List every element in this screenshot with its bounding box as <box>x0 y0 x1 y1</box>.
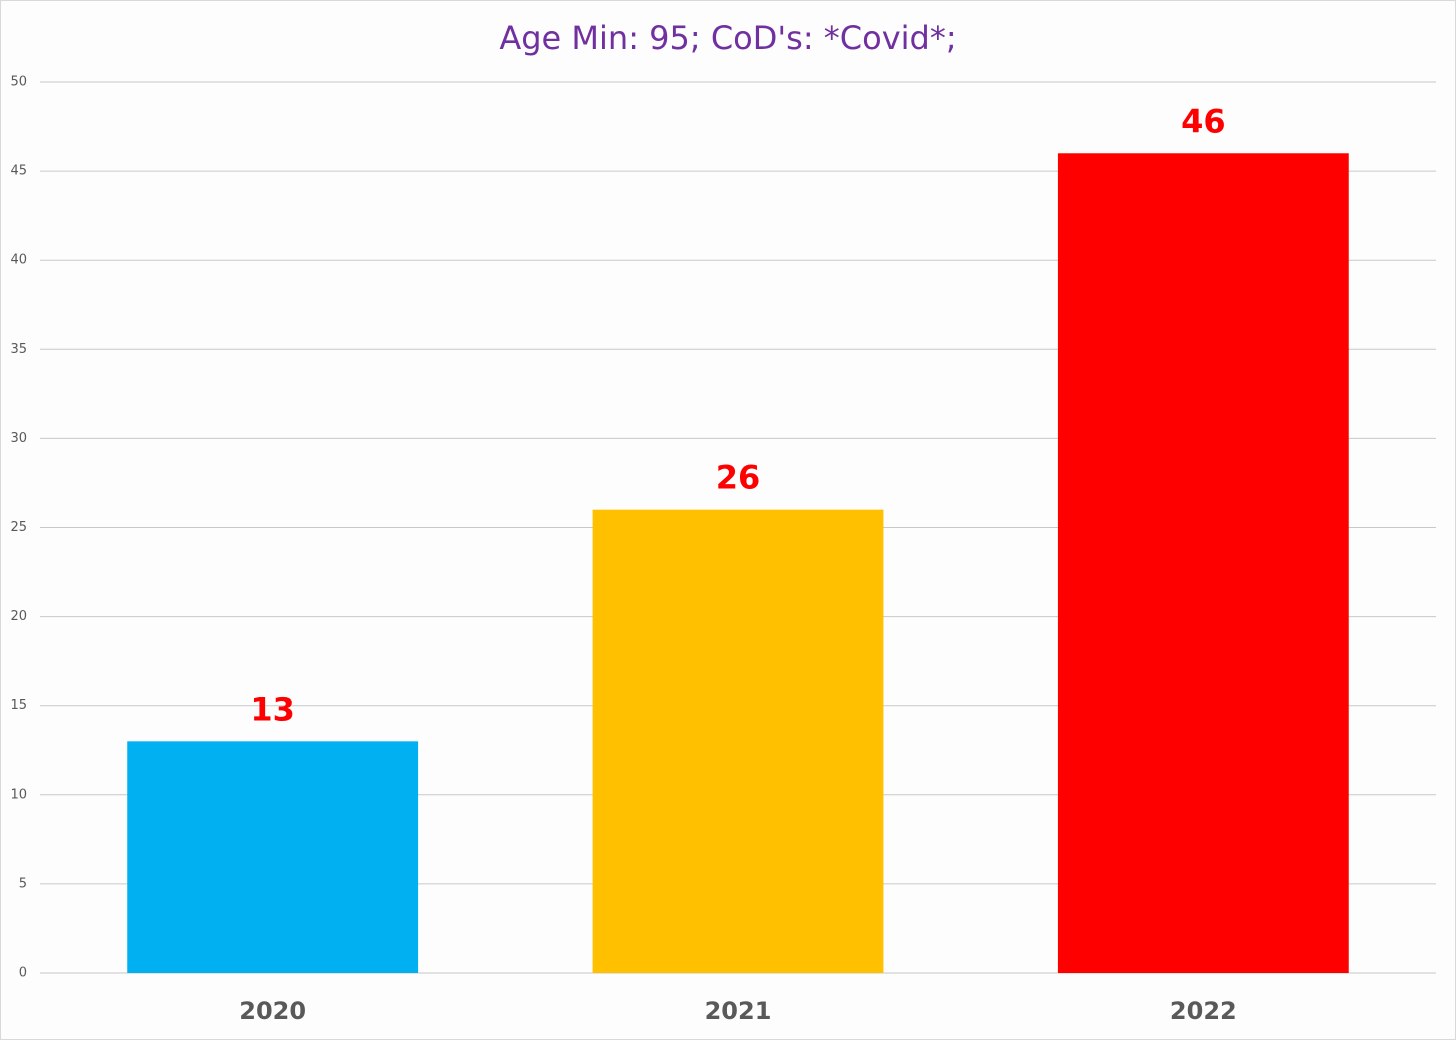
y-tick-label: 35 <box>10 342 27 357</box>
value-label: 13 <box>250 690 295 728</box>
y-tick-label: 40 <box>10 253 27 268</box>
x-tick-label: 2020 <box>239 997 306 1025</box>
value-label: 46 <box>1181 102 1226 140</box>
x-tick-label: 2021 <box>705 997 772 1025</box>
y-tick-label: 20 <box>10 609 27 624</box>
y-tick-label: 15 <box>10 698 27 713</box>
bar <box>127 741 419 973</box>
y-tick-label: 45 <box>10 164 27 179</box>
chart-title: Age Min: 95; CoD's: *Covid*; <box>499 19 956 57</box>
y-tick-label: 30 <box>10 431 27 446</box>
y-tick-label: 50 <box>10 75 27 90</box>
y-tick-label: 5 <box>19 876 27 891</box>
y-tick-label: 0 <box>19 966 27 981</box>
bar <box>1057 153 1349 973</box>
value-label: 26 <box>716 459 761 497</box>
bar <box>592 509 884 973</box>
y-tick-label: 10 <box>10 787 27 802</box>
x-tick-label: 2022 <box>1170 997 1237 1025</box>
y-tick-label: 25 <box>10 520 27 535</box>
